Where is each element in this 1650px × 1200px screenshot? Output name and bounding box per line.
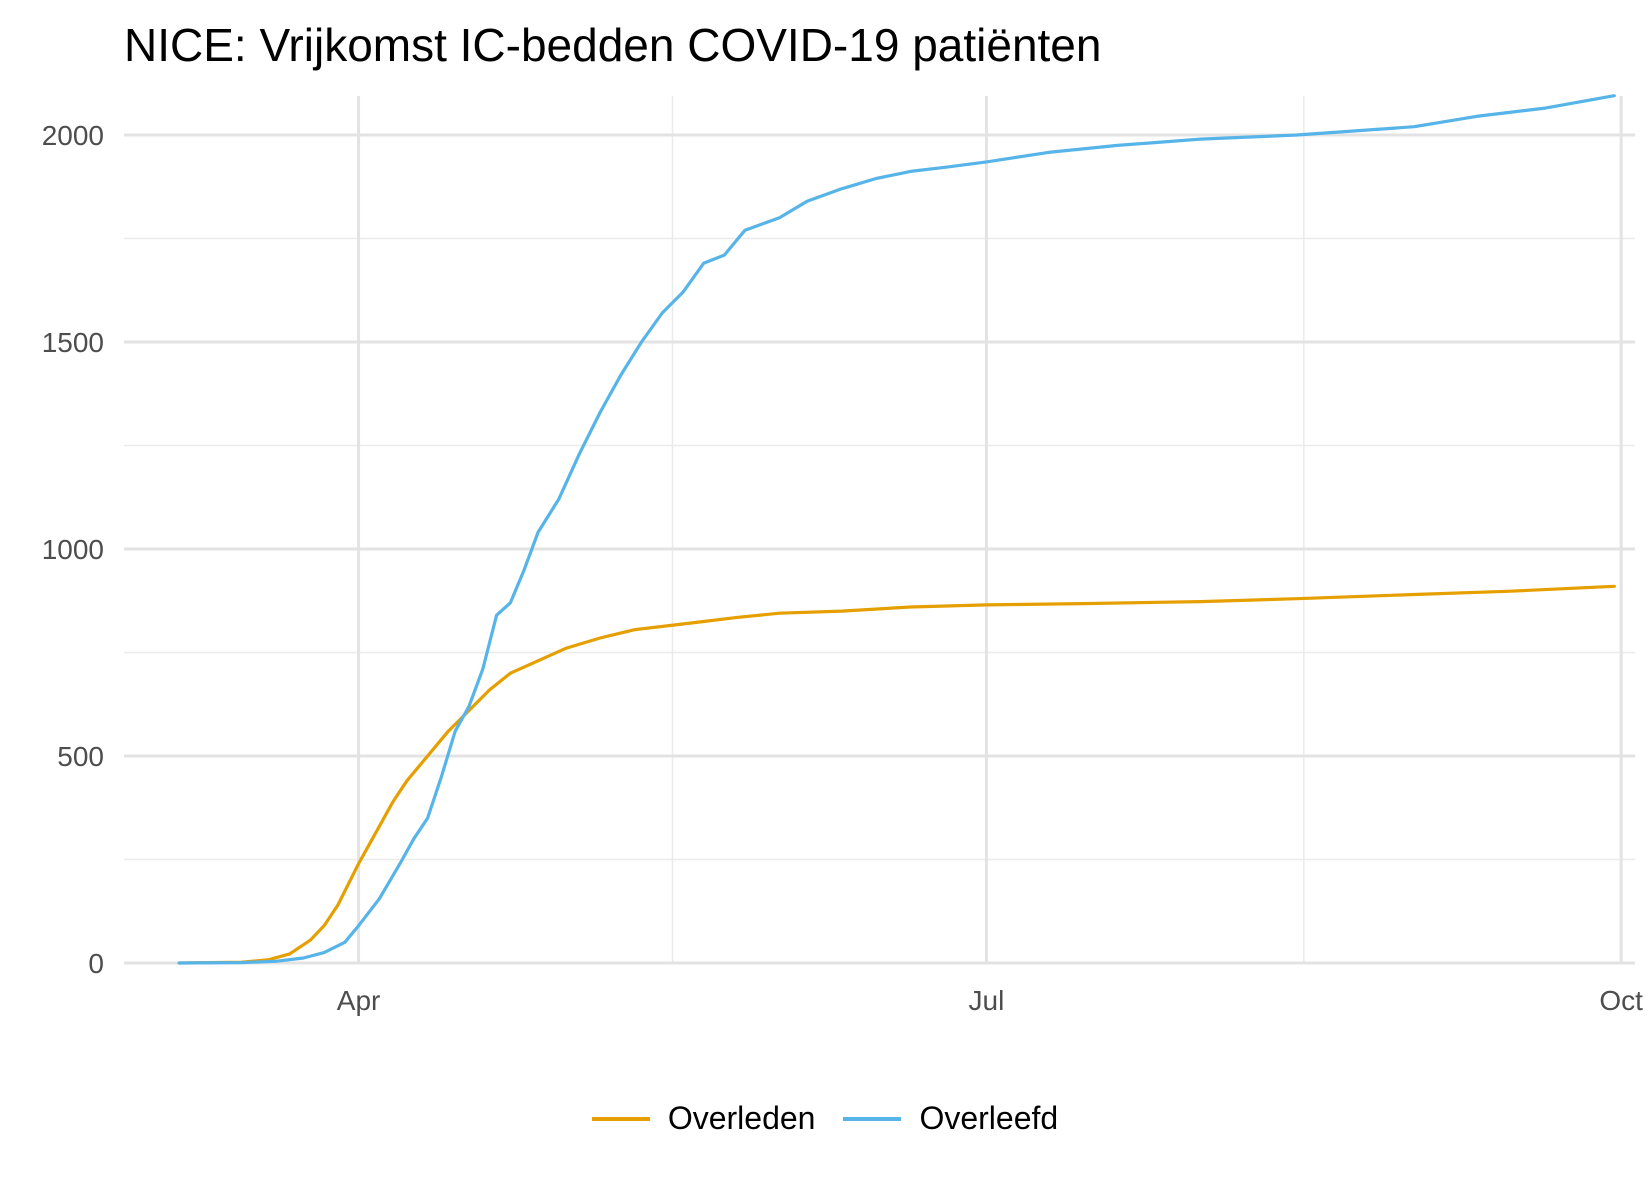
legend-key-overleden (591, 1116, 650, 1121)
x-axis-ticks: Apr Jul Oct (337, 985, 1643, 1016)
y-tick-label: 1000 (42, 534, 104, 565)
legend: Overleden Overleefd (0, 1100, 1650, 1137)
y-tick-label: 500 (57, 741, 104, 772)
x-tick-label: Jul (969, 985, 1005, 1016)
series-lines (177, 94, 1616, 965)
series-line-overleden (177, 584, 1616, 965)
chart-title: NICE: Vrijkomst IC-bedden COVID-19 patië… (124, 19, 1102, 71)
x-tick-label: Apr (337, 985, 381, 1016)
y-tick-label: 1500 (42, 327, 104, 358)
legend-item-overleefd: Overleefd (843, 1100, 1058, 1137)
legend-label-overleden: Overleden (667, 1100, 816, 1136)
y-tick-label: 2000 (42, 120, 104, 151)
x-tick-label: Oct (1599, 985, 1643, 1016)
legend-item-overleden: Overleden (591, 1100, 816, 1137)
y-axis-ticks: 0 500 1000 1500 2000 (42, 120, 104, 979)
minor-gridlines (124, 96, 1635, 963)
legend-key-overleefd (843, 1116, 902, 1121)
series-line-overleefd (177, 94, 1616, 965)
legend-label-overleefd: Overleefd (919, 1100, 1059, 1136)
y-tick-label: 0 (88, 948, 104, 979)
major-gridlines (124, 96, 1635, 965)
